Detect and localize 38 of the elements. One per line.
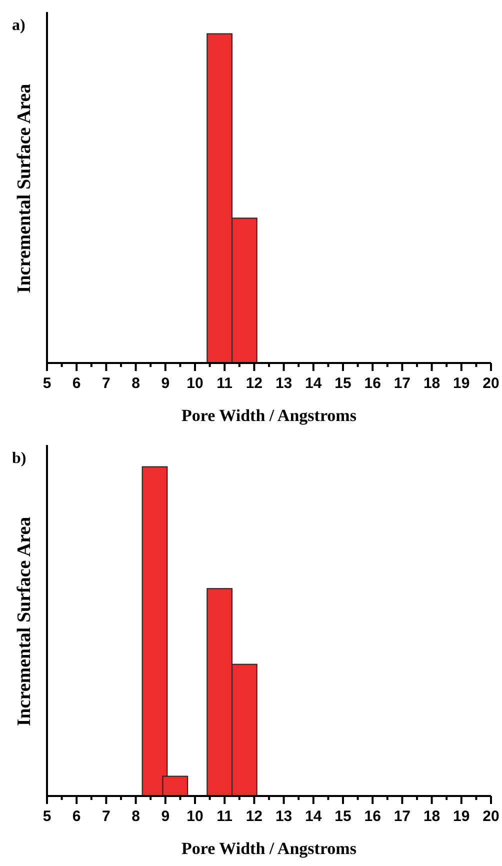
x-tick-label: 17 xyxy=(394,808,411,825)
x-axis-title: Pore Width / Angstroms xyxy=(182,406,357,425)
x-tick-label: 12 xyxy=(246,808,263,825)
x-tick-label: 12 xyxy=(246,375,263,392)
x-tick-label: 14 xyxy=(305,808,322,825)
x-tick-label: 15 xyxy=(334,375,352,392)
x-tick-label: 17 xyxy=(394,375,411,392)
x-tick-label: 14 xyxy=(305,375,322,392)
x-tick-label: 10 xyxy=(186,375,204,392)
x-tick-label: 8 xyxy=(132,808,140,825)
y-axis-title: Incremental Surface Area xyxy=(14,516,35,726)
x-tick-label: 19 xyxy=(453,808,470,825)
x-tick-label: 7 xyxy=(102,375,110,392)
x-tick-label: 19 xyxy=(453,375,470,392)
x-tick-label: 16 xyxy=(364,808,381,825)
x-tick-label: 15 xyxy=(334,808,352,825)
chart-title: a) xyxy=(12,17,26,34)
x-tick-label: 6 xyxy=(72,375,81,392)
x-axis-title: Pore Width / Angstroms xyxy=(182,839,357,858)
x-tick-label: 18 xyxy=(423,808,440,825)
x-tick-label: 13 xyxy=(275,808,292,825)
x-tick-label: 20 xyxy=(482,375,500,392)
x-tick-label: 20 xyxy=(482,808,500,825)
x-tick-label: 8 xyxy=(132,375,140,392)
x-tick-label: 10 xyxy=(186,808,204,825)
x-tick-label: 18 xyxy=(423,375,440,392)
x-tick-label: 9 xyxy=(161,808,170,825)
x-tick-label: 16 xyxy=(364,375,381,392)
x-tick-label: 5 xyxy=(42,808,52,825)
x-tick-label: 13 xyxy=(275,375,292,392)
x-tick-label: 11 xyxy=(216,375,233,392)
chart-title: b) xyxy=(12,450,26,467)
y-axis-title: Incremental Surface Area xyxy=(14,83,35,294)
x-tick-label: 11 xyxy=(216,808,233,825)
x-tick-label: 9 xyxy=(161,375,170,392)
x-tick-label: 7 xyxy=(102,808,110,825)
x-tick-label: 6 xyxy=(72,808,81,825)
x-tick-label: 5 xyxy=(42,375,52,392)
